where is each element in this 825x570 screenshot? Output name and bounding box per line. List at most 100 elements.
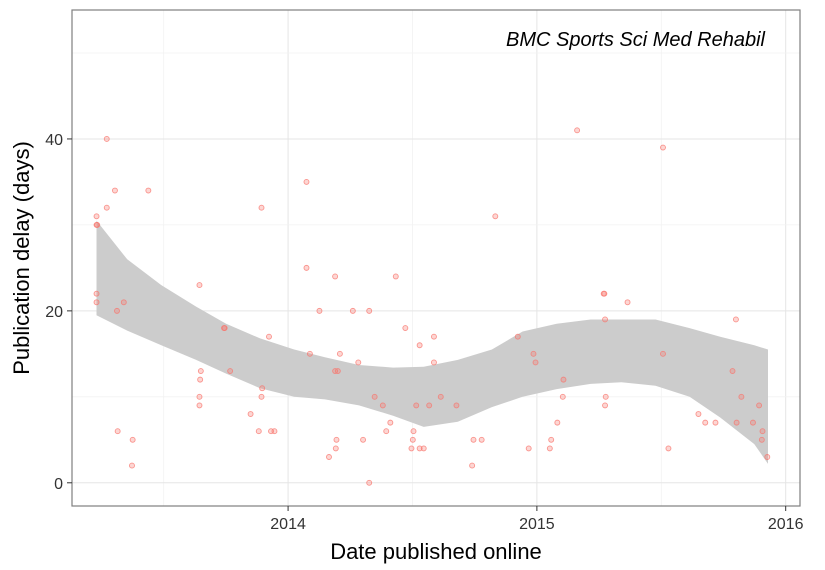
data-point [247,411,254,417]
data-point [478,436,485,443]
data-point [602,316,608,323]
data-point [470,436,477,443]
data-point [732,316,739,323]
data-point [431,359,437,366]
data-point [197,376,204,383]
panel-background [72,10,800,506]
data-point [334,368,341,374]
data-point [392,273,399,280]
data-point [492,213,499,220]
data-point [258,393,265,400]
data-point [303,178,310,185]
data-point [416,342,423,349]
data-point [758,436,765,443]
data-point [196,402,203,409]
y-tick-label: 0 [54,476,63,493]
data-point [453,402,460,409]
data-point [764,454,771,460]
data-point [120,299,127,306]
data-point [94,221,101,228]
data-point [326,454,332,460]
data-point [750,419,756,426]
data-point [129,462,135,469]
data-point [271,428,278,435]
chart-title: BMC Sports Sci Med Rehabil [506,29,766,51]
data-point [559,393,566,400]
data-point [702,419,709,426]
data-point [431,333,437,340]
data-point [437,393,444,400]
data-point [660,144,666,151]
data-point [574,127,581,134]
data-point [197,368,204,374]
data-point [416,445,423,452]
data-point [196,393,203,400]
data-point [332,445,339,452]
data-point [383,428,390,435]
data-point [349,307,356,314]
data-point [601,290,608,297]
data-point [306,350,313,357]
data-point [756,402,763,409]
data-point [145,187,152,194]
data-point [624,299,631,306]
data-point [255,428,262,435]
data-point [93,299,100,306]
data-point [413,402,420,409]
data-point [548,436,555,443]
data-point [525,445,532,452]
data-point [665,445,672,452]
data-point [93,290,100,297]
x-tick-label: 2016 [768,516,804,533]
data-point [336,350,343,357]
data-point [759,428,766,435]
data-point [738,393,745,400]
data-point [602,402,608,409]
y-tick-label: 20 [45,304,63,321]
data-point [196,282,203,289]
data-point [532,359,539,366]
data-point [712,419,719,426]
data-point [729,368,736,374]
data-point [366,479,373,486]
data-points [93,127,771,486]
data-point [114,307,120,314]
data-point [114,428,121,435]
data-point [227,368,234,374]
data-point [402,325,409,332]
y-axis-title: Publication delay (days) [9,141,34,375]
data-point [410,428,417,435]
data-point [316,307,323,314]
data-point [266,333,272,340]
data-point [602,393,609,400]
data-point [660,350,666,357]
x-axis-title: Date published online [330,539,542,564]
smooth-confidence-band [96,220,768,464]
data-point [514,333,521,340]
data-point [303,264,310,271]
data-point [733,419,740,426]
x-tick-label: 2015 [519,516,555,533]
data-point [360,436,367,443]
x-axis: 2014 2015 2016 [270,506,804,533]
data-point [333,436,340,443]
data-point [103,135,110,142]
data-point [546,445,553,452]
data-point [387,419,394,426]
data-point [371,393,378,400]
data-point [129,436,136,443]
data-point [221,325,228,332]
data-point [111,187,118,194]
y-axis: 0 20 40 [45,132,72,493]
data-point [355,359,362,366]
data-point [259,385,266,392]
data-point [408,445,415,452]
panel-border [71,9,801,507]
data-point [530,350,537,357]
data-point [560,376,567,383]
data-point [332,273,339,280]
y-tick-label: 40 [45,132,63,149]
data-point [379,402,386,409]
data-point [420,445,427,452]
